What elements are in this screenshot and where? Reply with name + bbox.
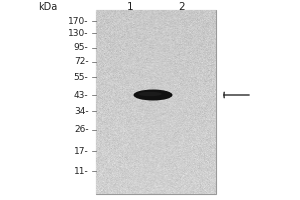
Ellipse shape xyxy=(138,92,162,96)
Text: 72-: 72- xyxy=(74,58,88,66)
Text: 34-: 34- xyxy=(74,106,88,116)
Text: 11-: 11- xyxy=(74,166,88,176)
Text: 2: 2 xyxy=(178,2,185,12)
Text: 1: 1 xyxy=(127,2,134,12)
Text: 43-: 43- xyxy=(74,90,88,99)
Text: 26-: 26- xyxy=(74,126,88,134)
Bar xyxy=(96,10,216,194)
Ellipse shape xyxy=(134,90,172,100)
Text: 130-: 130- xyxy=(68,28,88,38)
Text: kDa: kDa xyxy=(38,2,58,12)
Text: 95-: 95- xyxy=(74,44,88,52)
Text: 17-: 17- xyxy=(74,146,88,156)
Text: 170-: 170- xyxy=(68,17,88,25)
Text: 55-: 55- xyxy=(74,72,88,82)
